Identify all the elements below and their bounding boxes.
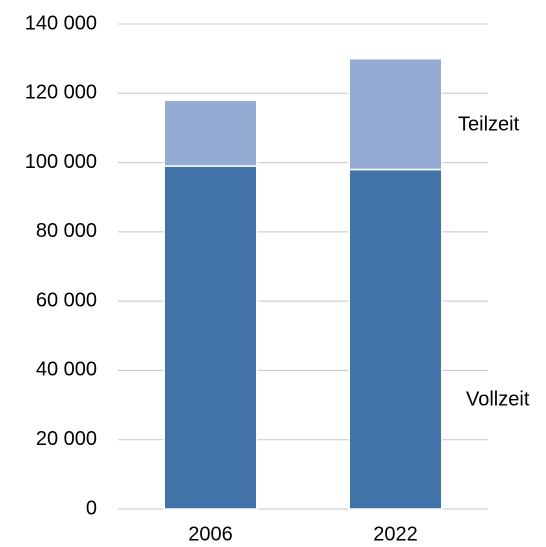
y-tick-label: 40 000 <box>36 359 97 381</box>
bar-segment <box>348 57 443 171</box>
y-tick-label: 120 000 <box>25 82 97 104</box>
legend-label: Teilzeit <box>458 113 520 135</box>
x-tick-label: 2006 <box>188 523 233 545</box>
bar-segment <box>348 168 443 510</box>
x-tick-label: 2022 <box>373 523 418 545</box>
y-tick-label: 60 000 <box>36 289 97 311</box>
y-tick-label: 0 <box>86 497 97 519</box>
bar-segment <box>163 99 258 167</box>
y-tick-label: 20 000 <box>36 428 97 450</box>
y-tick-label: 80 000 <box>36 220 97 242</box>
legend-label: Vollzeit <box>466 388 530 410</box>
y-tick-label: 100 000 <box>25 151 97 173</box>
bar-segment <box>163 165 258 510</box>
y-tick-label: 140 000 <box>25 12 97 34</box>
